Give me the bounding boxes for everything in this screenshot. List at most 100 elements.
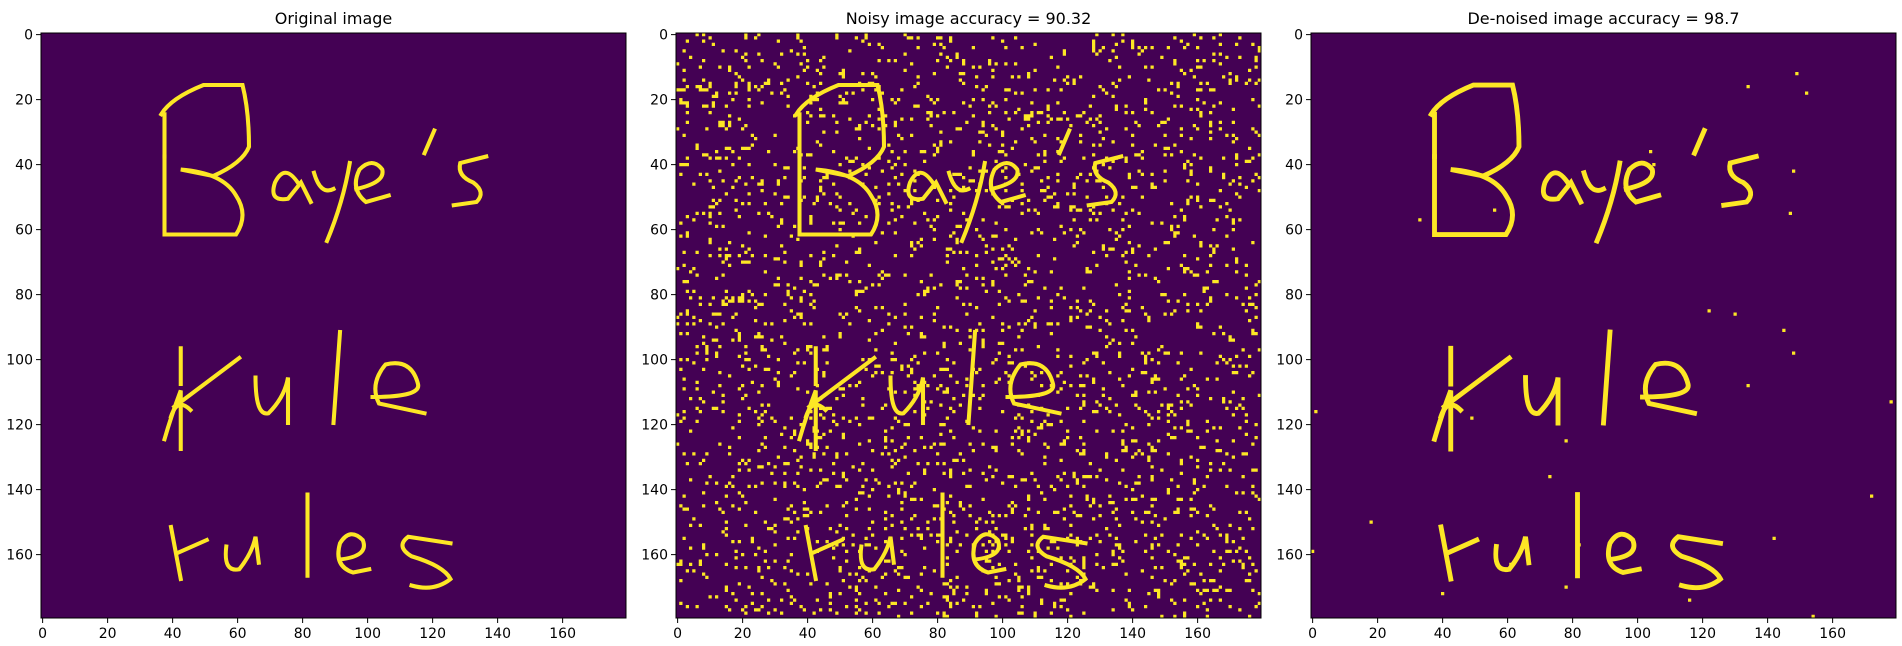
handwriting-stroke bbox=[1035, 534, 1089, 590]
y-tick-label: 20 bbox=[15, 93, 33, 109]
handwriting-stroke bbox=[311, 160, 353, 244]
handwriting-stroke bbox=[370, 361, 427, 416]
y-tick-label: 100 bbox=[641, 353, 668, 369]
x-tick-label: 140 bbox=[484, 626, 511, 642]
handwriting-stroke bbox=[1523, 375, 1561, 426]
panel-title: Noisy image accuracy = 90.32 bbox=[846, 9, 1092, 28]
x-tick-label: 20 bbox=[1369, 626, 1387, 642]
handwriting-image bbox=[158, 82, 489, 590]
panel-1: Original image 0 0 20 20 40 40 60 60 80 80 100 100 12… bbox=[6, 9, 627, 642]
y-tick-label: 120 bbox=[1276, 418, 1303, 434]
y-tick-label: 20 bbox=[650, 93, 668, 109]
x-tick-label: 140 bbox=[1119, 626, 1146, 642]
handwriting-stroke bbox=[906, 170, 949, 205]
handwriting-stroke bbox=[946, 160, 988, 244]
y-tick-label: 40 bbox=[650, 158, 668, 174]
y-tick-label: 120 bbox=[641, 418, 668, 434]
handwriting-stroke bbox=[858, 536, 897, 572]
handwriting-stroke bbox=[1005, 361, 1062, 416]
x-tick-label: 120 bbox=[1689, 626, 1716, 642]
handwriting-stroke bbox=[803, 524, 845, 582]
x-tick-label: 60 bbox=[1499, 626, 1517, 642]
handwriting-stroke bbox=[336, 532, 372, 575]
y-tick-label: 120 bbox=[6, 418, 33, 434]
y-tick-label: 80 bbox=[650, 288, 668, 304]
y-tick-label: 100 bbox=[1276, 353, 1303, 369]
x-tick-label: 100 bbox=[1624, 626, 1651, 642]
y-tick-label: 0 bbox=[659, 28, 668, 44]
handwriting-stroke bbox=[168, 402, 194, 420]
handwriting-stroke bbox=[966, 329, 978, 426]
y-tick-label: 140 bbox=[641, 483, 668, 499]
handwriting-stroke bbox=[168, 524, 210, 582]
handwriting-stroke bbox=[1437, 402, 1464, 420]
axes-frame bbox=[675, 32, 1262, 619]
handwriting-image bbox=[1311, 72, 1893, 618]
y-tick-label: 80 bbox=[15, 288, 33, 304]
handwriting-stroke bbox=[400, 534, 454, 590]
handwriting-stroke bbox=[253, 375, 291, 426]
y-tick-label: 80 bbox=[1285, 288, 1303, 304]
x-tick-label: 0 bbox=[1308, 626, 1317, 642]
x-tick-label: 40 bbox=[164, 626, 182, 642]
x-tick-label: 160 bbox=[549, 626, 576, 642]
panel-title: De-noised image accuracy = 98.7 bbox=[1467, 9, 1739, 28]
handwriting-stroke bbox=[971, 532, 1007, 575]
x-tick-label: 120 bbox=[419, 626, 446, 642]
y-tick-label: 160 bbox=[1276, 548, 1303, 564]
x-tick-label: 20 bbox=[99, 626, 117, 642]
handwriting-stroke bbox=[1580, 160, 1623, 245]
x-tick-label: 40 bbox=[799, 626, 817, 642]
y-tick-label: 40 bbox=[15, 158, 33, 174]
x-tick-label: 80 bbox=[929, 626, 947, 642]
handwriting-stroke bbox=[1670, 534, 1724, 591]
image-background bbox=[41, 33, 626, 618]
axes-frame bbox=[40, 32, 627, 619]
x-tick-label: 140 bbox=[1754, 626, 1781, 642]
y-tick-label: 0 bbox=[24, 28, 33, 44]
y-tick-label: 20 bbox=[1285, 93, 1303, 109]
x-tick-label: 80 bbox=[294, 626, 312, 642]
y-tick-label: 40 bbox=[1285, 158, 1303, 174]
y-tick-label: 160 bbox=[641, 548, 668, 564]
handwriting-stroke bbox=[1086, 154, 1124, 208]
handwriting-stroke bbox=[353, 160, 392, 205]
x-tick-label: 160 bbox=[1184, 626, 1211, 642]
x-tick-label: 120 bbox=[1054, 626, 1081, 642]
panel-title: Original image bbox=[275, 9, 393, 28]
handwriting-stroke bbox=[271, 170, 314, 205]
axes-frame bbox=[1310, 32, 1897, 619]
handwriting-image bbox=[676, 33, 1261, 618]
x-tick-label: 20 bbox=[734, 626, 752, 642]
y-tick-label: 160 bbox=[6, 548, 33, 564]
handwriting-stroke bbox=[888, 375, 926, 426]
x-tick-label: 100 bbox=[989, 626, 1016, 642]
handwriting-stroke bbox=[158, 82, 252, 237]
handwriting-stroke bbox=[1056, 127, 1072, 156]
x-tick-label: 60 bbox=[864, 626, 882, 642]
panel-2: Noisy image accuracy = 90.32 0 0 20 20 40 40 60… bbox=[641, 9, 1262, 642]
panel-3: De-noised image accuracy = 98.7 0 0 20 20 40 4… bbox=[1276, 9, 1897, 642]
y-tick-label: 60 bbox=[1285, 223, 1303, 239]
x-tick-label: 0 bbox=[38, 626, 47, 642]
handwriting-stroke bbox=[421, 127, 437, 156]
x-tick-label: 80 bbox=[1564, 626, 1582, 642]
x-tick-label: 0 bbox=[673, 626, 682, 642]
y-tick-label: 140 bbox=[6, 483, 33, 499]
handwriting-stroke bbox=[1600, 329, 1613, 426]
x-tick-label: 160 bbox=[1819, 626, 1846, 642]
image-background bbox=[1311, 33, 1896, 618]
x-tick-label: 100 bbox=[354, 626, 381, 642]
y-tick-label: 60 bbox=[15, 223, 33, 239]
handwriting-stroke bbox=[793, 82, 887, 237]
x-tick-label: 60 bbox=[229, 626, 247, 642]
handwriting-stroke bbox=[1691, 127, 1708, 157]
y-tick-label: 140 bbox=[1276, 483, 1303, 499]
handwriting-stroke bbox=[803, 402, 829, 420]
handwriting-stroke bbox=[1623, 160, 1662, 205]
handwriting-stroke bbox=[1605, 531, 1643, 576]
handwriting-stroke bbox=[1640, 360, 1698, 417]
handwriting-stroke bbox=[223, 536, 262, 572]
handwriting-stroke bbox=[331, 329, 343, 426]
